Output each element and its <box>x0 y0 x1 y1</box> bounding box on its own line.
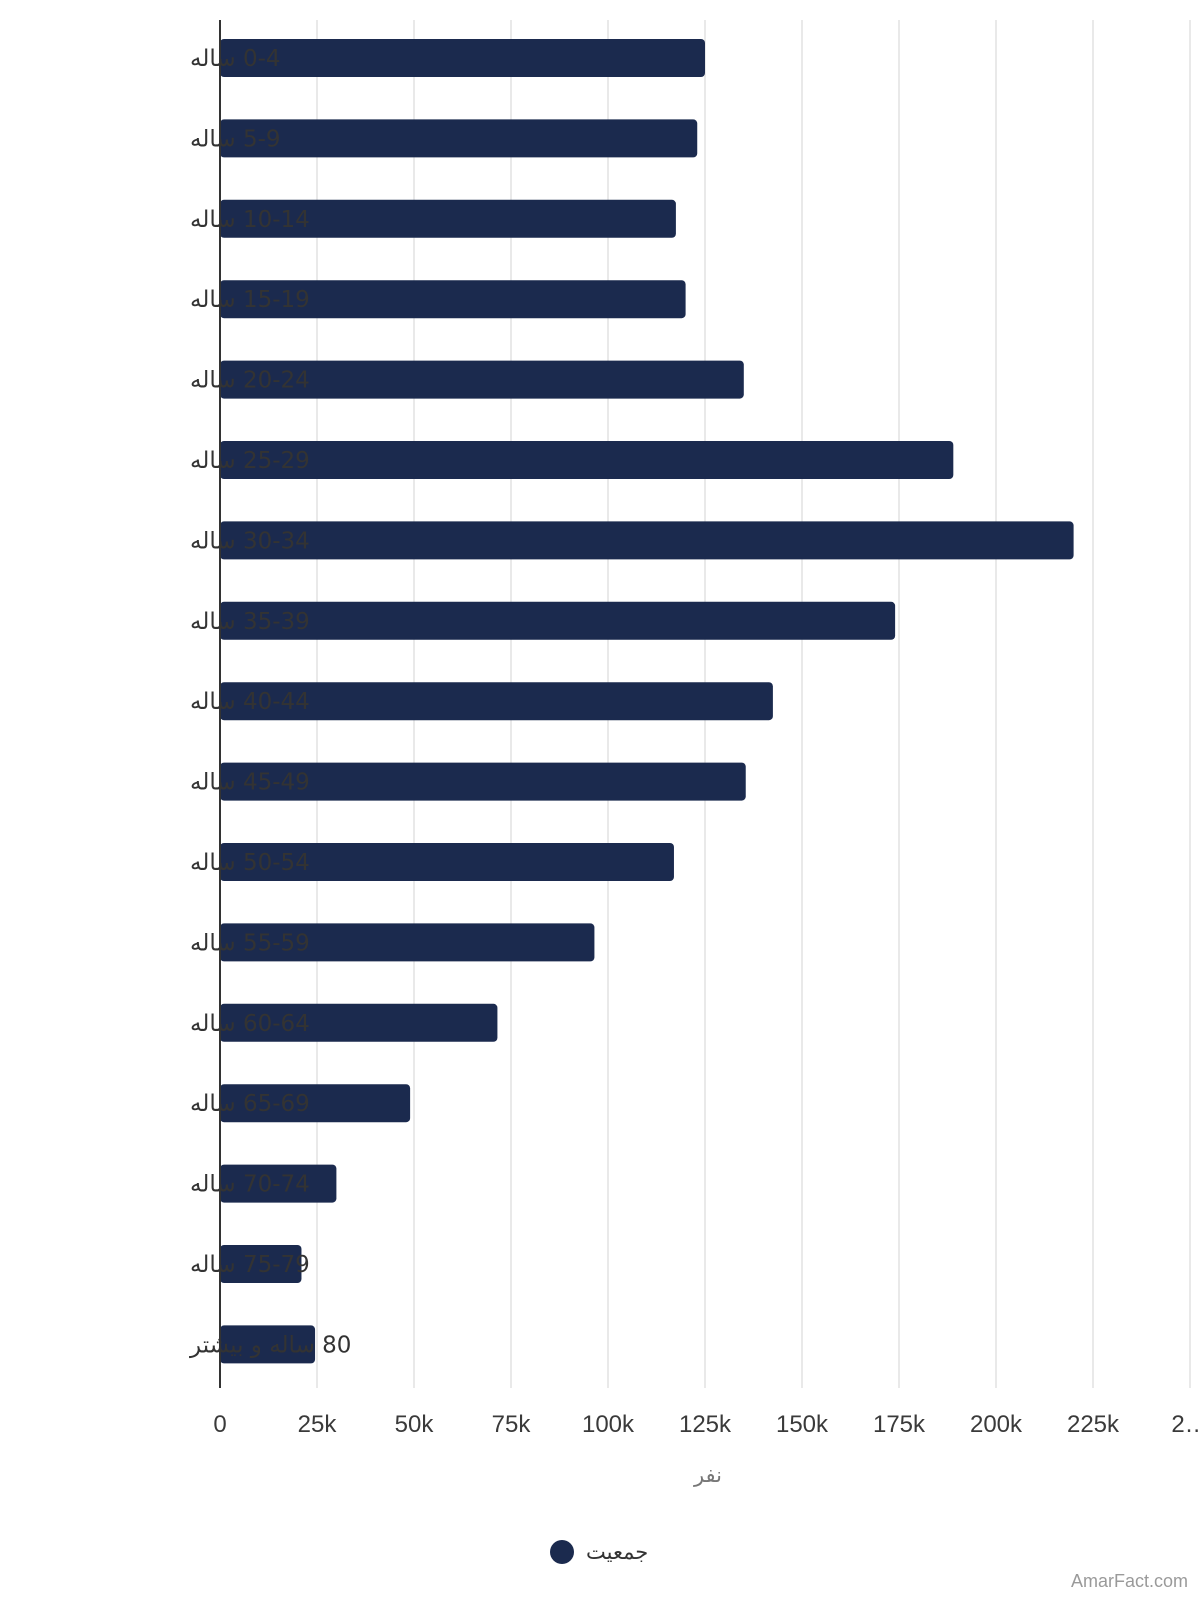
legend-label: جمعیت <box>586 1540 648 1564</box>
bar <box>220 441 954 479</box>
category-label: 25-29 ساله <box>190 448 310 474</box>
x-axis-title: نفر <box>693 1463 722 1487</box>
bars <box>220 39 1074 1364</box>
bar <box>220 1245 302 1283</box>
bar <box>220 1164 337 1203</box>
category-label: 40-44 ساله <box>190 689 310 715</box>
bar <box>220 521 1074 560</box>
bar <box>220 1325 316 1364</box>
category-label: 65-69 ساله <box>190 1091 310 1117</box>
x-tick-label: 50k <box>395 1411 435 1438</box>
bar <box>220 923 595 962</box>
x-tick-label: 225k <box>1067 1411 1120 1438</box>
x-tick-label: 2… <box>1171 1411 1200 1438</box>
category-label: 80 ساله و بیشتر <box>189 1332 351 1358</box>
bar <box>220 199 676 238</box>
bar <box>220 682 773 721</box>
category-label: 0-4 ساله <box>190 46 281 72</box>
category-label: 35-39 ساله <box>190 609 310 635</box>
x-tick-label: 200k <box>970 1411 1023 1438</box>
category-label: 5-9 ساله <box>190 126 281 152</box>
category-label: 45-49 ساله <box>190 770 310 796</box>
x-tick-label: 150k <box>776 1411 829 1438</box>
bar <box>220 39 705 77</box>
x-tick-label: 125k <box>679 1411 732 1438</box>
bar <box>220 119 698 158</box>
x-tick-label: 0 <box>213 1411 226 1438</box>
bar <box>220 843 674 881</box>
bar <box>220 1003 498 1042</box>
category-label: 30-34 ساله <box>190 528 310 554</box>
x-tick-label: 75k <box>492 1411 532 1438</box>
x-tick-labels: 0 25k 50k 75k 100k 125k 150k 175k 200k 225k 2… <box>213 1411 1200 1438</box>
bar <box>220 762 746 801</box>
category-label: 10-14 ساله <box>190 207 310 233</box>
category-label: 70-74 ساله <box>190 1172 310 1198</box>
bar <box>220 1084 411 1123</box>
category-label: 60-64 ساله <box>190 1011 310 1037</box>
x-tick-label: 100k <box>582 1411 635 1438</box>
bar <box>220 601 896 640</box>
legend: جمعیت <box>550 1540 648 1564</box>
category-label: 50-54 ساله <box>190 850 310 876</box>
category-label: 75-79 ساله <box>190 1252 310 1278</box>
category-label: 15-19 ساله <box>190 287 310 313</box>
legend-swatch <box>550 1540 574 1564</box>
category-label: 55-59 ساله <box>190 930 310 956</box>
bar <box>220 280 686 319</box>
watermark: AmarFact.com <box>1070 1571 1188 1591</box>
bar <box>220 360 744 399</box>
x-tick-label: 25k <box>298 1411 338 1438</box>
x-tick-label: 175k <box>873 1411 926 1438</box>
category-label: 20-24 ساله <box>190 368 310 394</box>
category-labels: 0-4 ساله 5-9 ساله 10-14 ساله 15-19 ساله 20-2… <box>189 46 351 1358</box>
